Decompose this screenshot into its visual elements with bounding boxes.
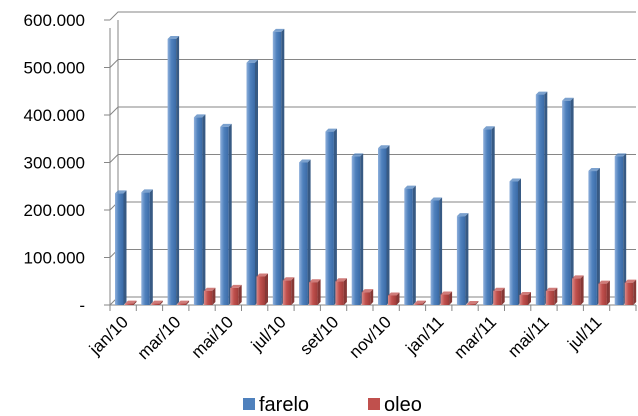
bar-oleo-jul/11 (598, 280, 610, 305)
bar-oleo-mai/11 (545, 287, 558, 305)
axes (104, 19, 637, 311)
bar-farelo-jan/10 (115, 190, 127, 305)
bar-oleo-fev/11 (466, 301, 479, 305)
gridlines (109, 11, 636, 306)
legend-label: farelo (259, 394, 309, 416)
bar-farelo-jul/10 (272, 28, 285, 305)
x-tick-label: set/10 (296, 312, 342, 358)
x-tick-label: mar/10 (134, 312, 185, 363)
bar-oleo-mar/10 (177, 300, 190, 305)
bar-oleo-abr/10 (203, 287, 216, 305)
bar-oleo-mar/11 (493, 287, 505, 305)
gridline (109, 11, 636, 21)
x-tick-label: jul/11 (563, 312, 605, 354)
bar-farelo-mai/11 (535, 91, 548, 305)
y-tick-label: - (79, 296, 85, 315)
bar-farelo-ago/11 (614, 153, 627, 305)
bar-oleo-ago/11 (624, 279, 637, 305)
bar-oleo-jul/10 (282, 277, 295, 305)
legend: farelo oleo (243, 394, 422, 416)
gridline (109, 249, 636, 258)
bar-oleo-abr/11 (519, 292, 531, 305)
bar-oleo-set/10 (335, 278, 347, 305)
bar-farelo-abr/11 (509, 178, 521, 305)
legend-label: oleo (384, 394, 422, 416)
y-tick-label: 400.000 (24, 106, 85, 125)
y-tick-label: 600.000 (24, 11, 85, 30)
bar-oleo-jan/11 (440, 291, 453, 305)
bar-oleo-ago/10 (309, 279, 321, 305)
x-tick-label: jan/10 (85, 312, 132, 359)
bar-oleo-nov/10 (388, 292, 400, 305)
x-tick-label: mai/11 (504, 312, 553, 361)
bar-oleo-mai/10 (230, 284, 242, 305)
bar-oleo-jan/10 (125, 300, 137, 305)
x-tick-label: jul/10 (247, 312, 290, 355)
bars (115, 28, 637, 305)
y-axis-tick-labels: - 100.000 200.000 300.000 400.000 500.000 600.… (24, 11, 85, 315)
bar-farelo-set/10 (325, 128, 337, 305)
legend-item-oleo: oleo (368, 394, 422, 416)
x-tick-label: nov/10 (345, 312, 395, 362)
y-tick-label: 300.000 (24, 154, 85, 173)
bar-farelo-jul/11 (588, 168, 600, 305)
y-tick-label: 200.000 (24, 201, 85, 220)
x-tick-label: mar/11 (450, 312, 500, 362)
bar-oleo-jun/11 (572, 275, 584, 305)
bar-farelo-dez/10 (404, 185, 416, 305)
bar-oleo-out/10 (361, 289, 374, 305)
bar-farelo-jun/10 (246, 59, 258, 305)
bar-oleo-fev/10 (151, 300, 163, 305)
gridline (109, 201, 636, 211)
gridline (109, 106, 636, 116)
bar-farelo-out/10 (351, 153, 364, 305)
legend-item-farelo: farelo (243, 394, 309, 416)
bar-oleo-jun/10 (256, 273, 268, 305)
bar-farelo-ago/10 (299, 159, 311, 305)
bar-farelo-jun/11 (562, 97, 574, 305)
bar-farelo-abr/10 (193, 114, 206, 305)
gridline (109, 59, 636, 68)
bar-farelo-fev/11 (456, 213, 469, 305)
bar-farelo-mar/11 (483, 126, 495, 305)
bar-farelo-nov/10 (378, 145, 390, 305)
y-tick-label: 500.000 (24, 59, 85, 78)
y-tick-label: 100.000 (24, 249, 85, 268)
legend-swatch (368, 398, 380, 410)
bar-oleo-dez/10 (414, 300, 426, 305)
x-axis-tick-labels: jan/10 mar/10 mai/10 jul/10 set/10 nov/10 jan/… (85, 312, 605, 363)
gridline (109, 154, 636, 163)
x-tick-label: mai/10 (188, 312, 238, 362)
bar-farelo-fev/10 (141, 189, 153, 305)
bar-farelo-mai/10 (220, 123, 232, 305)
bar-farelo-jan/11 (430, 197, 443, 305)
x-tick-label: jan/11 (402, 312, 448, 358)
legend-swatch (243, 398, 255, 410)
bar-farelo-mar/10 (167, 36, 180, 305)
